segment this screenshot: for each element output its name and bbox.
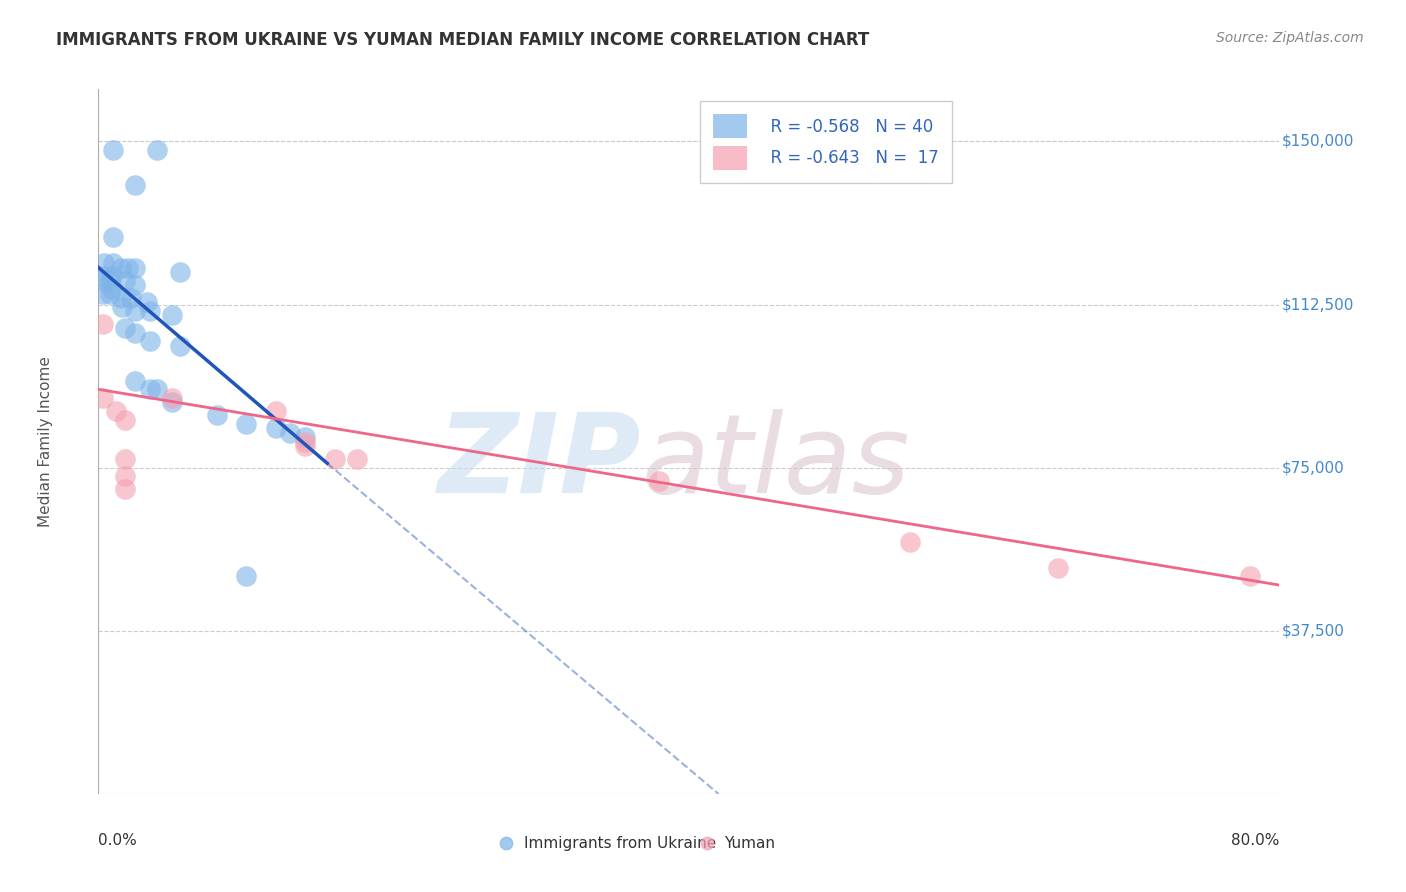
Legend:   R = -0.568   N = 40,   R = -0.643   N =  17: R = -0.568 N = 40, R = -0.643 N = 17	[700, 101, 952, 183]
Text: Median Family Income: Median Family Income	[38, 356, 53, 527]
Point	[323, 452, 346, 467]
Point	[848, 787, 870, 801]
Point	[235, 569, 257, 583]
Text: $150,000: $150,000	[1282, 134, 1354, 149]
Point	[162, 309, 183, 323]
Point	[105, 404, 128, 418]
Text: Immigrants from Ukraine: Immigrants from Ukraine	[523, 836, 716, 851]
Point	[146, 382, 169, 396]
Point	[139, 304, 162, 318]
Point	[294, 434, 316, 449]
Point	[205, 409, 228, 423]
Point	[162, 395, 183, 409]
Point	[120, 291, 142, 305]
Text: IMMIGRANTS FROM UKRAINE VS YUMAN MEDIAN FAMILY INCOME CORRELATION CHART: IMMIGRANTS FROM UKRAINE VS YUMAN MEDIAN …	[56, 31, 869, 49]
Point	[596, 787, 619, 801]
Point	[169, 265, 191, 279]
Point	[103, 256, 125, 270]
Point	[117, 260, 139, 275]
Point	[1046, 560, 1070, 574]
Point	[114, 321, 136, 335]
Point	[139, 382, 162, 396]
Text: 0.0%: 0.0%	[98, 832, 138, 847]
Point	[91, 317, 114, 331]
Point	[294, 439, 316, 453]
Point	[346, 452, 368, 467]
Point	[91, 391, 114, 405]
Point	[100, 269, 122, 284]
Point	[124, 260, 146, 275]
Point	[139, 334, 162, 349]
Point	[280, 425, 302, 440]
Point	[93, 256, 115, 270]
Text: atlas: atlas	[641, 409, 910, 516]
Point	[264, 421, 287, 435]
Text: $75,000: $75,000	[1282, 460, 1344, 475]
Point	[110, 260, 132, 275]
Point	[98, 286, 121, 301]
Point	[146, 143, 169, 157]
Point	[114, 274, 136, 288]
Point	[136, 295, 159, 310]
Point	[900, 534, 922, 549]
Point	[124, 277, 146, 292]
Point	[1239, 569, 1261, 583]
Point	[103, 143, 125, 157]
Point	[162, 391, 183, 405]
Point	[91, 269, 114, 284]
Text: Source: ZipAtlas.com: Source: ZipAtlas.com	[1216, 31, 1364, 45]
Point	[648, 474, 671, 488]
Point	[124, 326, 146, 340]
Point	[103, 230, 125, 244]
Point	[91, 286, 114, 301]
Point	[110, 291, 132, 305]
Point	[169, 339, 191, 353]
Text: 80.0%: 80.0%	[1232, 832, 1279, 847]
Point	[114, 483, 136, 497]
Text: ZIP: ZIP	[439, 409, 641, 516]
Text: $112,500: $112,500	[1282, 297, 1354, 312]
Point	[124, 304, 146, 318]
Point	[114, 469, 136, 483]
Point	[114, 452, 136, 467]
Point	[111, 300, 134, 314]
Text: $37,500: $37,500	[1282, 624, 1344, 639]
Point	[124, 374, 146, 388]
Point	[98, 274, 121, 288]
Point	[294, 430, 316, 444]
Point	[124, 178, 146, 192]
Point	[264, 404, 287, 418]
Point	[114, 413, 136, 427]
Text: Yuman: Yuman	[724, 836, 775, 851]
Point	[235, 417, 257, 431]
Point	[91, 274, 114, 288]
Point	[100, 282, 122, 296]
